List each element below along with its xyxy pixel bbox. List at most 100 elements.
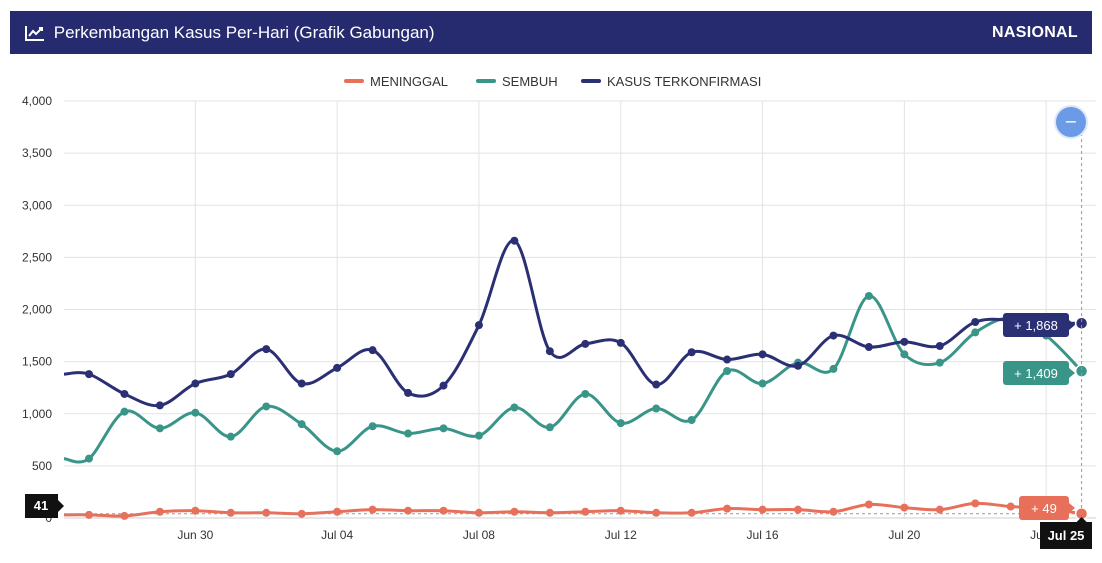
data-point-meninggal [368, 505, 377, 514]
data-point-kasus-terkonfirmasi [1074, 316, 1089, 331]
data-point-sembuh [971, 328, 980, 337]
zoom-out-label: − [1064, 112, 1077, 131]
data-point-kasus-terkonfirmasi [687, 348, 696, 357]
data-point-kasus-terkonfirmasi [85, 370, 93, 379]
data-point-sembuh [935, 358, 944, 367]
data-point-sembuh [85, 454, 93, 463]
tooltip-recovered-text: + 1,409 [1014, 366, 1058, 381]
x-tick-label: Jul 08 [463, 528, 495, 542]
data-point-kasus-terkonfirmasi [368, 346, 377, 355]
region-badge: NASIONAL [992, 24, 1078, 41]
data-point-sembuh [120, 407, 129, 416]
legend-item-kasus[interactable]: KASUS TERKONFIRMASI [581, 74, 761, 89]
data-point-sembuh [687, 416, 696, 425]
data-point-sembuh [262, 402, 271, 411]
x-tick-label: Jul 16 [747, 528, 779, 542]
x-tick-label: Jul 20 [888, 528, 920, 542]
legend-label-kasus: KASUS TERKONFIRMASI [607, 74, 762, 89]
data-point-kasus-terkonfirmasi [545, 347, 554, 356]
series-line-kasus-terkonfirmasi [64, 239, 1082, 408]
data-point-meninggal [723, 504, 732, 513]
data-point-kasus-terkonfirmasi [794, 361, 802, 370]
crosshair-x-label-text: Jul 25 [1048, 528, 1085, 543]
data-point-sembuh [545, 423, 554, 432]
data-point-sembuh [368, 422, 377, 431]
data-point-meninggal [510, 507, 519, 516]
data-point-sembuh [900, 350, 909, 359]
data-point-meninggal [616, 506, 625, 515]
data-point-sembuh [191, 408, 200, 417]
tooltip-confirmed: + 1,868 [1003, 313, 1075, 337]
data-point-sembuh [333, 447, 342, 456]
data-point-meninggal [120, 511, 129, 520]
data-point-sembuh [297, 420, 306, 429]
data-point-meninggal [687, 508, 696, 517]
data-point-sembuh [226, 432, 235, 441]
x-tick-label: Jul 12 [605, 528, 637, 542]
data-point-meninggal [404, 506, 413, 515]
data-point-kasus-terkonfirmasi [155, 401, 164, 410]
data-point-sembuh [1074, 364, 1089, 378]
legend-swatch-meninggal [344, 79, 364, 83]
data-point-meninggal [474, 508, 483, 517]
data-point-meninggal [971, 499, 980, 508]
y-tick-label: 2,500 [22, 250, 52, 264]
data-point-sembuh [652, 404, 661, 413]
data-point-sembuh [864, 291, 873, 300]
crosshair-y-label: 41 [25, 494, 64, 518]
legend-label-sembuh: SEMBUH [502, 74, 558, 89]
data-point-meninggal [155, 507, 164, 516]
data-point-kasus-terkonfirmasi [474, 321, 483, 330]
data-point-sembuh [510, 403, 519, 412]
chart-header: Perkembangan Kasus Per-Hari (Grafik Gabu… [10, 11, 1092, 54]
line-chart-icon [25, 26, 44, 41]
zoom-out-icon[interactable] [1054, 105, 1088, 139]
tooltip-deaths: + 49 [1019, 496, 1075, 520]
data-point-kasus-terkonfirmasi [971, 318, 980, 327]
data-point-meninggal [333, 507, 342, 516]
data-point-sembuh [439, 424, 448, 433]
y-tick-label: 3,000 [22, 198, 52, 212]
legend-item-meninggal[interactable]: MENINGGAL [344, 74, 448, 89]
data-point-meninggal [794, 505, 802, 514]
legend-swatch-sembuh [476, 79, 496, 83]
chart-legend: MENINGGAL SEMBUH KASUS TERKONFIRMASI [0, 74, 1102, 92]
y-tick-label: 1,500 [22, 355, 52, 369]
data-point-kasus-terkonfirmasi [581, 339, 590, 348]
data-point-meninggal [864, 500, 873, 509]
data-point-kasus-terkonfirmasi [297, 379, 306, 388]
y-tick-label: 3,500 [22, 146, 52, 160]
data-point-meninggal [85, 510, 93, 519]
data-point-meninggal [935, 505, 944, 514]
zoom-out-button[interactable]: − [1054, 105, 1088, 139]
data-point-meninggal [900, 503, 909, 512]
data-point-sembuh [758, 379, 767, 388]
header-title: Perkembangan Kasus Per-Hari (Grafik Gabu… [53, 23, 435, 42]
legend-label-meninggal: MENINGGAL [370, 74, 449, 89]
tooltip-deaths-text: + 49 [1031, 501, 1057, 516]
data-point-sembuh [723, 367, 732, 376]
data-point-meninggal [758, 505, 767, 514]
data-point-sembuh [404, 429, 413, 438]
data-point-meninggal [226, 508, 235, 517]
data-point-kasus-terkonfirmasi [723, 355, 732, 364]
data-point-kasus-terkonfirmasi [616, 338, 625, 347]
data-point-meninggal [297, 509, 306, 518]
data-point-sembuh [581, 389, 590, 398]
data-point-meninggal [545, 508, 554, 517]
data-point-sembuh [474, 431, 483, 440]
data-point-meninggal [1006, 502, 1015, 511]
data-point-kasus-terkonfirmasi [191, 379, 200, 388]
data-point-meninggal [191, 506, 200, 515]
data-point-meninggal [262, 508, 271, 517]
data-point-meninggal [581, 507, 590, 516]
crosshair-x-label: Jul 25 [1040, 517, 1092, 549]
data-point-sembuh [616, 419, 625, 428]
data-point-sembuh [155, 424, 164, 433]
x-tick-label: Jul 04 [321, 528, 353, 542]
y-tick-label: 500 [32, 459, 52, 473]
data-point-kasus-terkonfirmasi [120, 389, 129, 398]
legend-item-sembuh[interactable]: SEMBUH [476, 74, 558, 89]
legend-swatch-kasus [581, 79, 601, 83]
